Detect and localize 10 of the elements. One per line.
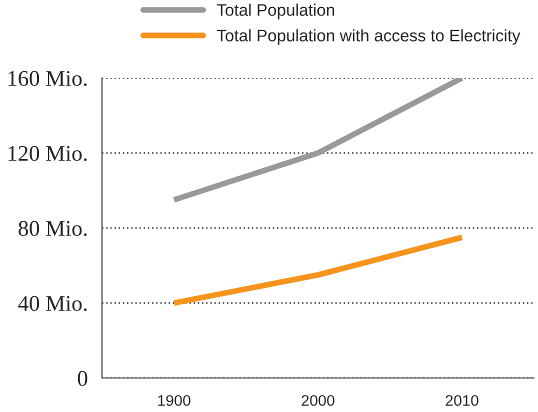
legend-label: Total Population — [216, 4, 334, 20]
legend-label: Total Population with access to Electricity — [216, 29, 520, 45]
x-tick-label: 1900 — [158, 395, 190, 406]
x-tick-label: 2010 — [446, 395, 478, 406]
y-tick-label: 40 Mio. — [18, 296, 87, 312]
y-tick-label: 80 Mio. — [18, 220, 87, 236]
y-tick-label: 160 Mio. — [8, 70, 87, 86]
x-tick-label: 2000 — [302, 395, 334, 406]
y-tick-label: 0 — [78, 370, 88, 386]
y-tick-label: 120 Mio. — [8, 146, 87, 162]
